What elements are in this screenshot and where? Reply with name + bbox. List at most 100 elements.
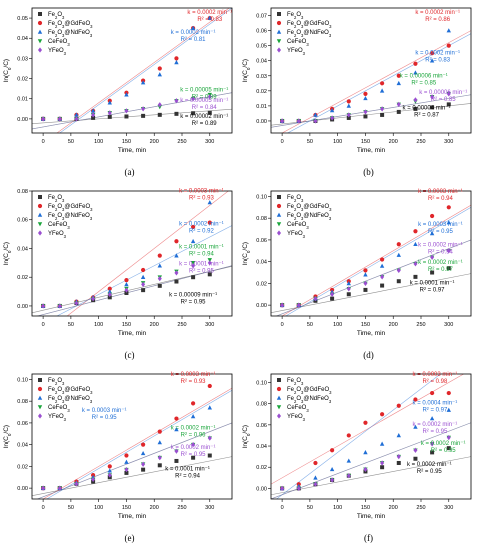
data-point: [157, 102, 162, 108]
panel-label: (f): [364, 533, 373, 543]
legend-marker: [277, 378, 281, 382]
rate-constant-label: k = 0.00002 min⁻¹: [180, 114, 228, 120]
legend-marker: [37, 395, 43, 400]
data-point: [107, 114, 112, 119]
fit-line: [271, 422, 471, 499]
data-point: [380, 465, 385, 470]
data-point: [191, 263, 196, 269]
data-point: [107, 464, 112, 469]
data-point: [313, 118, 318, 124]
data-point: [346, 115, 351, 120]
data-point: [413, 456, 418, 461]
y-tick-label: 0.06: [17, 421, 28, 427]
data-point: [207, 200, 212, 205]
data-point: [430, 450, 435, 455]
data-point: [141, 281, 146, 287]
rate-constant-label: k = 0.0003 min⁻¹: [179, 188, 224, 194]
y-tick-label: 0.06: [256, 238, 267, 244]
legend-label: Fe2O3@GdFeO3: [48, 21, 93, 29]
legend-marker: [276, 395, 282, 400]
data-point: [157, 283, 162, 288]
rate-constant-label: k = 0.00006 min⁻¹: [400, 73, 448, 79]
x-tick-label: 300: [444, 505, 453, 511]
legend-label: YFeO3: [287, 231, 306, 239]
x-tick-label: 250: [416, 505, 425, 511]
data-point: [346, 103, 351, 108]
data-point: [107, 289, 112, 294]
data-point: [207, 94, 212, 100]
legend-label: Fe2O3@GdFeO3: [287, 21, 332, 29]
r-squared-label: R² = 0.94: [175, 474, 201, 480]
data-point: [396, 279, 401, 284]
y-tick-label: 0.00: [256, 119, 267, 125]
data-point: [157, 455, 162, 461]
data-point: [191, 224, 196, 230]
data-point: [396, 460, 401, 465]
data-point: [57, 116, 62, 122]
r-squared-label: R² = 0.95: [417, 469, 443, 475]
data-point: [157, 66, 162, 71]
legend-marker: [38, 47, 42, 53]
data-point: [207, 272, 212, 277]
chart-panel: 0 50 100 150 200 250 300 0.00 0.01 0.02 0.03 0.04 0.…: [242, 7, 472, 177]
data-point: [191, 96, 196, 102]
x-tick-label: 200: [150, 322, 159, 328]
y-tick-label: 0.02: [256, 465, 267, 471]
legend-marker: [38, 230, 42, 236]
x-tick-label: 100: [333, 505, 342, 511]
data-point: [174, 427, 179, 432]
fit-line: [281, 204, 471, 316]
y-axis-label: ln(C0/C): [242, 425, 251, 448]
r-squared-label: R² = 0.95: [181, 300, 207, 306]
chart-panel: 0 50 100 150 200 250 300 0.00 0.02 0.04 0.06 0.08 0.…: [242, 189, 472, 360]
y-tick-label: 0.04: [17, 443, 28, 449]
panel-label: (e): [125, 533, 135, 543]
data-point: [429, 230, 435, 236]
data-point: [57, 485, 62, 491]
rate-constant-label: k = 0.0004 min⁻¹: [413, 401, 458, 407]
data-point: [191, 455, 196, 460]
series: [279, 28, 451, 123]
chart-panel: 0 50 100 150 200 250 300 0.00 0.02 0.04 0.06 0.08 0.…: [3, 372, 233, 543]
y-tick-label: 0.02: [17, 275, 28, 281]
fit-line: [271, 94, 471, 128]
legend-marker: [37, 222, 43, 227]
data-point: [157, 72, 162, 77]
data-point: [157, 253, 162, 258]
legend-marker: [37, 20, 43, 26]
x-tick-label: 200: [150, 139, 159, 145]
fit-line: [287, 33, 471, 133]
x-tick-label: 100: [333, 139, 342, 145]
y-tick-label: 0.06: [256, 423, 267, 429]
data-point: [396, 242, 401, 247]
r-squared-label: R² = 0.89: [192, 121, 218, 127]
x-tick-label: 250: [177, 322, 186, 328]
legend-label: CeFeO3: [48, 405, 70, 413]
data-point: [313, 460, 318, 466]
data-point: [174, 56, 179, 61]
rate-constant-label: k = 0.0002 min⁻¹: [413, 422, 458, 428]
x-tick-label: 200: [389, 139, 398, 145]
data-point: [140, 274, 146, 280]
series: [280, 91, 451, 124]
data-point: [207, 110, 212, 115]
series: [280, 248, 451, 308]
data-point: [329, 466, 335, 472]
r-squared-label: R² = 0.86: [425, 17, 451, 23]
data-point: [430, 213, 435, 219]
r-squared-label: R² = 0.95: [422, 429, 448, 435]
x-tick-label: 200: [389, 322, 398, 328]
data-point: [446, 407, 451, 412]
r-squared-label: R² = 0.95: [181, 452, 207, 458]
y-tick-label: 0.03: [17, 56, 28, 62]
data-point: [413, 229, 418, 234]
fit-lines: [32, 191, 232, 316]
legend-label: CeFeO3: [287, 405, 309, 413]
y-tick-label: 0.08: [17, 399, 28, 405]
data-point: [413, 241, 418, 247]
y-tick-label: 0.07: [256, 14, 267, 20]
chart-panel: 0 50 100 150 200 250 300 0.00 0.01 0.02 0.03 0.04 0.…: [3, 7, 233, 177]
